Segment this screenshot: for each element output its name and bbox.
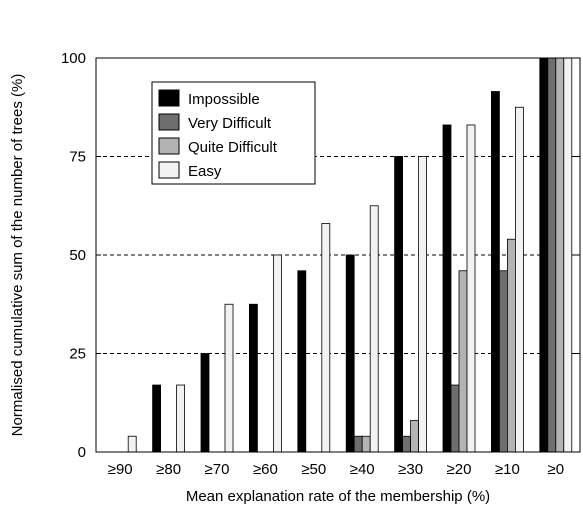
legend: Impossible Very Difficult Quite Difficult E… [151,81,316,185]
x-tick-label: ≥40 [350,461,375,478]
x-tick-label: ≥30 [398,461,423,478]
bar-impossible [539,57,549,453]
x-tick-label: ≥50 [301,461,326,478]
y-tick-label: 25 [69,346,86,363]
legend-label: Impossible [188,91,260,108]
legend-label: Easy [188,163,222,180]
bar-easy [466,124,476,453]
bar-easy [321,223,331,453]
x-tick-label: ≥20 [447,461,472,478]
x-axis-label: Mean explanation rate of the membership … [186,488,490,505]
bar-easy [272,254,282,453]
legend-swatch [158,137,180,155]
legend-label: Quite Difficult [188,139,278,156]
x-tick-label: ≥60 [253,461,278,478]
y-tick-label: 100 [61,50,86,67]
bar-easy [563,57,573,453]
bar-quite-difficult [506,238,516,453]
x-tick-label: ≥80 [156,461,181,478]
x-tick-label: ≥10 [495,461,520,478]
bar-impossible [345,254,355,453]
bar-easy [515,106,524,453]
y-tick-label: 0 [78,444,86,461]
bar-quite-difficult [361,435,371,453]
bar-easy [369,205,379,453]
bar-impossible [200,353,210,453]
bar-very-difficult [402,435,412,453]
x-tick-label: ≥0 [548,461,565,478]
bar-impossible [297,270,307,453]
bar-very-difficult [547,57,557,453]
x-tick-label: ≥70 [205,461,230,478]
bars [127,57,573,453]
bar-impossible [248,303,258,453]
bar-quite-difficult [555,57,565,453]
bar-quite-difficult [458,270,468,453]
bar-impossible [394,156,404,453]
bar-quite-difficult [410,420,420,453]
bar-very-difficult [353,435,363,453]
bar-impossible [490,91,500,453]
y-axis-label: Normalised cumulative sum of the number … [9,74,26,437]
bar-very-difficult [450,384,460,453]
legend-swatch [158,161,180,179]
y-tick-label: 75 [69,149,86,166]
bar-easy [127,435,137,453]
legend-label: Very Difficult [188,115,272,132]
y-tick-label: 50 [69,247,86,264]
bar-easy [418,156,428,453]
y-axis-ticks: 0 25 50 75 100 [61,50,580,461]
bar-impossible [152,384,162,453]
bar-very-difficult [498,270,508,453]
bar-easy [176,384,186,453]
x-axis-ticks: ≥90 ≥80 ≥70 ≥60 ≥50 ≥40 ≥30 ≥20 ≥10 ≥0 [108,461,564,478]
x-tick-label: ≥90 [108,461,133,478]
legend-swatch [158,89,180,107]
legend-swatch [158,113,180,131]
bar-easy [224,303,234,453]
bar-impossible [442,124,452,453]
